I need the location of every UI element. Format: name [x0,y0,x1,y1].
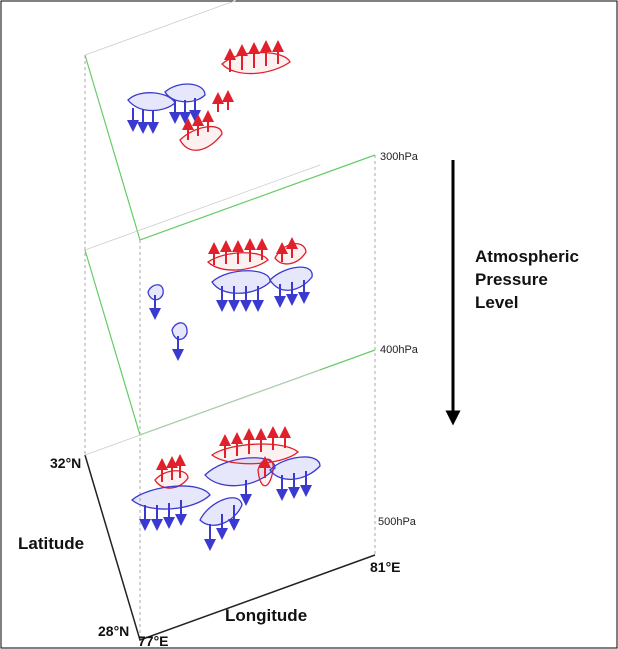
plane-500 [84,369,376,641]
features-400 [147,237,313,361]
plane-300 [84,0,376,241]
lat-bottom: 28°N [98,623,129,639]
lon-right: 81°E [370,559,401,575]
lat-top: 32°N [50,455,81,471]
vertical-label: Atmospheric [475,247,579,266]
connectors [84,55,376,640]
longitude-label: Longitude [225,606,307,625]
features-300 [127,40,291,151]
plane-400 [84,164,376,436]
level-label: 300hPa [380,151,419,163]
vertical-label: Level [475,293,518,312]
lon-left: 77°E [138,633,169,649]
level-label: 400hPa [380,344,419,356]
latitude-label: Latitude [18,534,84,553]
level-label: 500hPa [378,516,417,528]
vertical-label: Pressure [475,270,548,289]
features-500 [130,426,321,551]
